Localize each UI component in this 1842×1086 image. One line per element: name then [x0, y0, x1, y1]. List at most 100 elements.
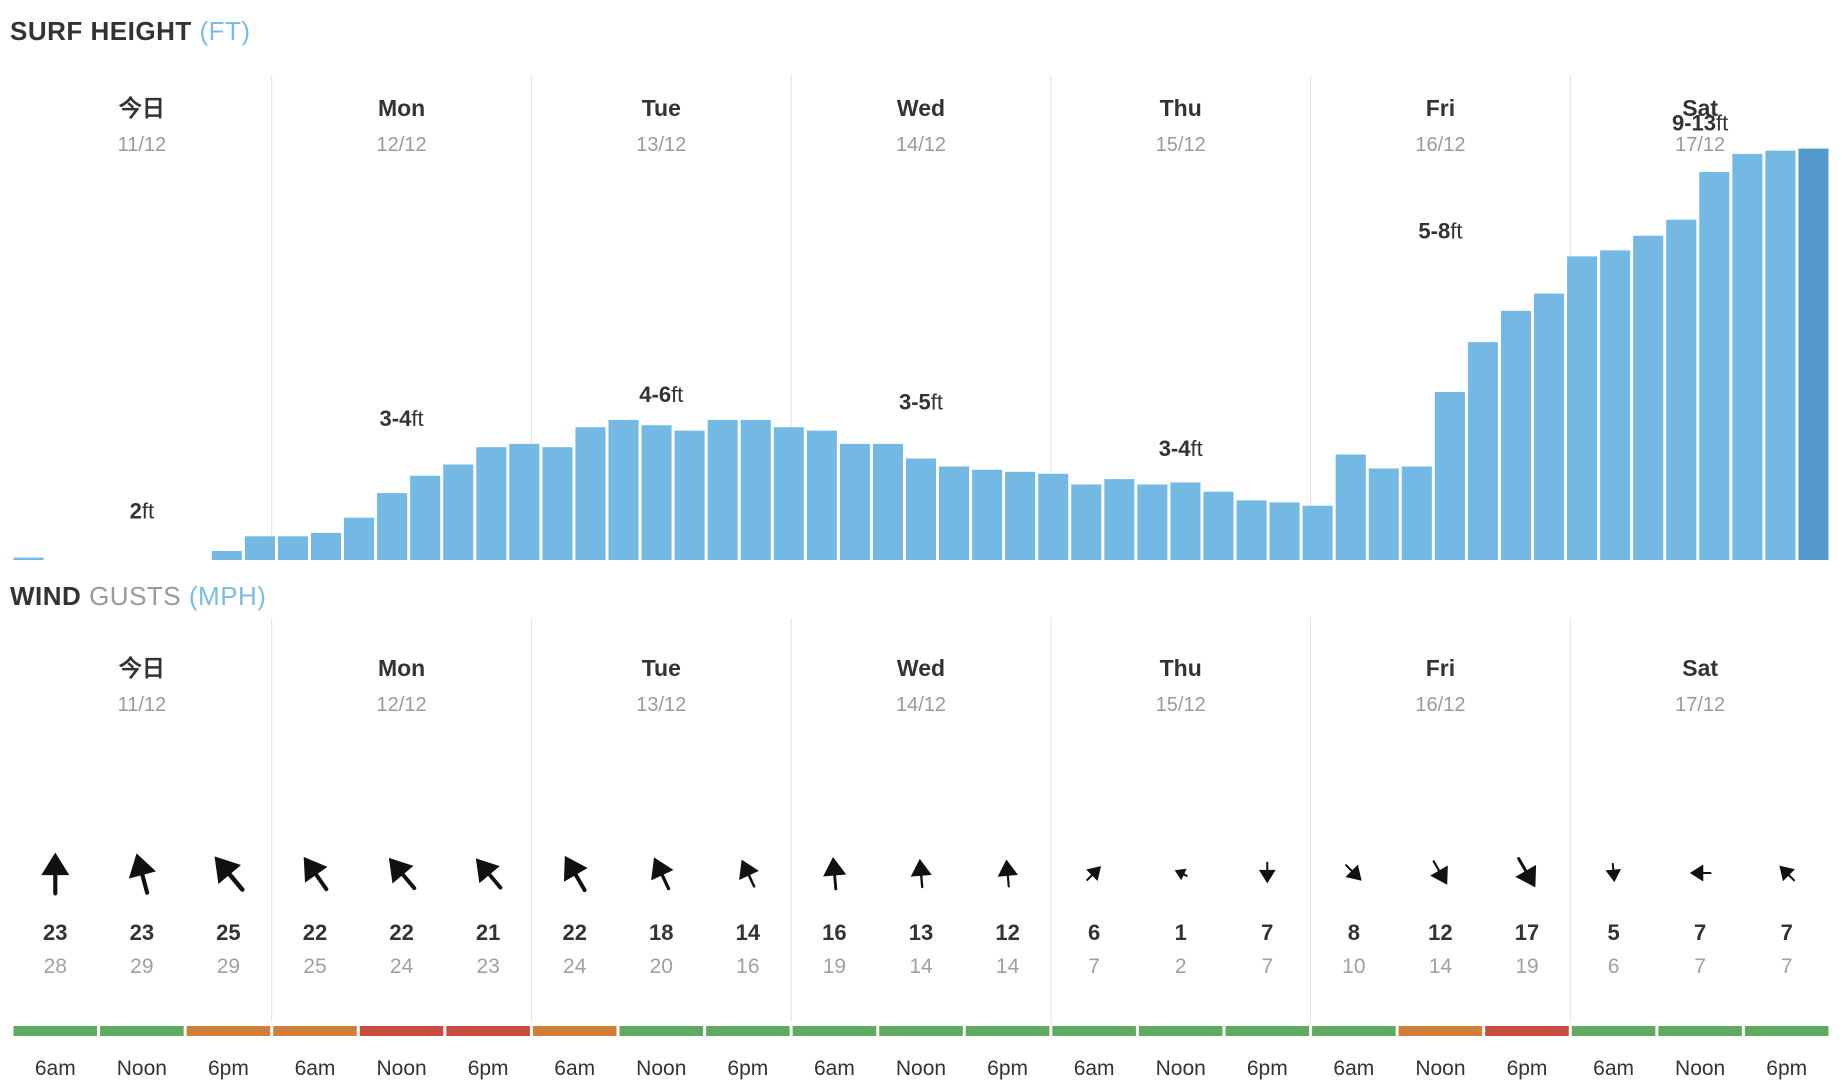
wind-rating-bar [965, 1026, 1050, 1036]
wind-rating-bar [706, 1026, 790, 1036]
surf-range-value: 3-4 [380, 406, 413, 431]
wind-rating-bar [186, 1026, 271, 1036]
day-name: Mon [378, 95, 425, 121]
surf-range-value: 3-5 [899, 389, 931, 414]
wind-rating-bar [1052, 1026, 1136, 1036]
surf-range-unit: ft [411, 406, 423, 431]
surf-bar [377, 493, 408, 560]
wind-gust-value: 24 [563, 955, 587, 978]
surf-bar [1699, 171, 1730, 560]
surf-bar [344, 517, 375, 560]
wind-direction-arrow [997, 859, 1018, 888]
wind-gust-value: 16 [736, 955, 759, 978]
surf-height-title: SURF HEIGHT (FT) [10, 16, 251, 47]
surf-bar [905, 458, 937, 560]
surf-bar [277, 536, 308, 560]
wind-speed-value: 21 [476, 920, 500, 945]
surf-bar [674, 430, 705, 560]
wind-gust-value: 6 [1608, 955, 1620, 978]
time-label: Noon [1675, 1057, 1725, 1080]
day-name: Sat [1682, 95, 1718, 121]
surf-range-unit: ft [1190, 436, 1202, 461]
surf-bar [1368, 468, 1399, 560]
arrow-head [1086, 866, 1102, 881]
surf-bar [1567, 256, 1598, 560]
surf-bar [1038, 473, 1069, 560]
surf-range-unit: ft [1450, 218, 1462, 243]
wind-rating-bar [532, 1026, 617, 1036]
surf-bar [1170, 482, 1201, 560]
surf-range-label: 5-8ft [1418, 218, 1462, 243]
wind-gusts-title: WIND GUSTS (MPH) [10, 581, 266, 612]
surf-bar [939, 466, 970, 560]
day-name: Wed [897, 655, 945, 681]
time-label: 6pm [208, 1057, 249, 1080]
time-label: 6pm [727, 1057, 768, 1080]
wind-rating-bar [100, 1026, 184, 1036]
time-label: 6pm [1247, 1057, 1288, 1080]
day-name: Mon [378, 655, 425, 681]
surf-bar [707, 419, 738, 560]
arrow-head [1515, 864, 1537, 888]
surf-bar [1732, 153, 1763, 560]
surf-bar [641, 425, 672, 560]
arrow-head [303, 856, 328, 883]
day-date: 14/12 [896, 694, 946, 716]
wind-rating-bar [359, 1026, 444, 1036]
surf-bar [806, 430, 837, 560]
wind-direction-arrow [1086, 866, 1102, 881]
time-label: Noon [636, 1057, 686, 1080]
wind-direction-arrow [475, 858, 503, 890]
surf-bar [310, 532, 342, 560]
surf-bar [1269, 502, 1300, 560]
surf-range-value: 4-6 [639, 382, 671, 407]
surf-bar [509, 443, 540, 560]
wind-rating-bar [1485, 1026, 1569, 1036]
surf-bar [1137, 484, 1168, 560]
arrow-head [128, 853, 156, 879]
day-date: 16/12 [1415, 134, 1465, 156]
wind-direction-arrow [1779, 865, 1796, 882]
wind-gust-value: 23 [476, 955, 499, 978]
arrow-head [1430, 865, 1448, 885]
surf-bar [1666, 219, 1697, 560]
wind-direction-arrow [910, 858, 932, 889]
wind-gust-value: 24 [390, 955, 414, 978]
time-label: 6am [814, 1057, 855, 1080]
surf-bar [1500, 310, 1532, 560]
surf-range-unit: ft [1716, 111, 1728, 136]
wind-gust-value: 7 [1694, 955, 1706, 978]
wind-speed-value: 8 [1348, 920, 1360, 945]
surf-bar [1434, 392, 1465, 560]
wind-rating-bar [446, 1026, 530, 1036]
wind-speed-value: 7 [1781, 920, 1793, 945]
wind-direction-arrow [303, 856, 329, 892]
surf-bar [1302, 505, 1333, 560]
wind-direction-arrow [214, 856, 245, 892]
wind-rating-bar [1744, 1026, 1829, 1036]
arrow-head [1258, 869, 1276, 884]
wind-unit: (MPH) [188, 581, 267, 611]
day-date: 12/12 [377, 694, 427, 716]
day-date: 16/12 [1415, 694, 1465, 716]
wind-speed-value: 7 [1694, 920, 1706, 945]
wind-speed-value: 12 [995, 920, 1019, 945]
time-label: 6am [1333, 1057, 1374, 1080]
wind-rating-bar [1571, 1026, 1656, 1036]
wind-gust-value: 28 [44, 955, 67, 978]
surf-range-value: 3-4 [1159, 436, 1192, 461]
arrow-head [475, 858, 500, 884]
wind-direction-arrow [128, 853, 156, 895]
surf-bar [443, 464, 474, 560]
wind-gust-value: 7 [1088, 955, 1100, 978]
arrow-head [214, 856, 241, 884]
wind-rating-bar [1398, 1026, 1483, 1036]
surf-bar [972, 469, 1003, 560]
time-label: 6am [554, 1057, 595, 1080]
wind-speed-value: 17 [1515, 920, 1539, 945]
wind-direction-arrow [823, 857, 847, 891]
day-name: Tue [642, 95, 681, 121]
surf-range-unit: ft [142, 498, 154, 523]
arrow-head [1779, 865, 1795, 882]
wind-gust-value: 2 [1175, 955, 1187, 978]
